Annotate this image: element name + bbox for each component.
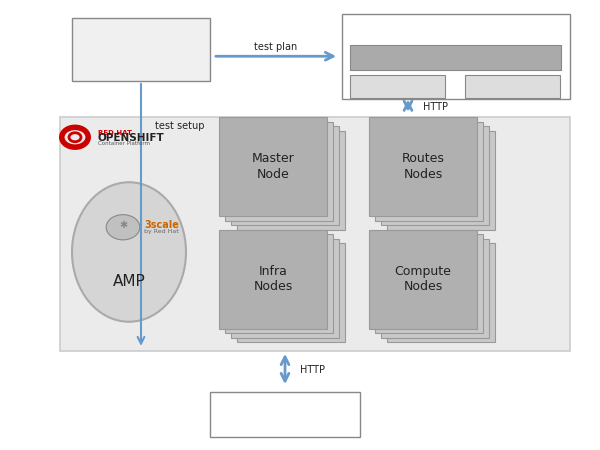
Text: HTTP: HTTP (423, 102, 448, 112)
Bar (369, 230, 477, 328)
Text: Injector
Hyperfoil: Injector Hyperfoil (425, 16, 487, 47)
Bar (369, 117, 477, 216)
Text: Buddhi: Buddhi (119, 48, 163, 60)
Text: test plan: test plan (254, 42, 298, 52)
Bar (375, 234, 483, 333)
Bar (350, 45, 561, 70)
Bar (225, 122, 333, 220)
Text: AMP: AMP (113, 274, 145, 289)
Text: Master
Node: Master Node (251, 153, 295, 180)
Text: Routes
Nodes: Routes Nodes (401, 153, 445, 180)
Bar (219, 117, 327, 216)
Ellipse shape (72, 182, 186, 322)
Bar (387, 243, 495, 342)
Text: controller: controller (429, 52, 482, 63)
Bar (237, 243, 345, 342)
Text: test setup: test setup (155, 121, 204, 131)
Text: Test configurator: Test configurator (100, 26, 182, 36)
Bar (60, 117, 570, 351)
Text: RED HAT: RED HAT (98, 130, 132, 136)
Text: Upstream API: Upstream API (233, 406, 337, 422)
Text: agent: agent (496, 81, 529, 91)
Text: Container Platform: Container Platform (98, 140, 150, 146)
Bar (225, 234, 333, 333)
Bar (375, 122, 483, 220)
Circle shape (106, 215, 140, 240)
Bar (237, 130, 345, 230)
Bar (381, 126, 489, 225)
Text: ✱: ✱ (119, 220, 127, 230)
Bar (465, 75, 560, 98)
Bar (342, 14, 570, 99)
Bar (72, 18, 210, 81)
Bar (231, 126, 339, 225)
Text: Infra
Nodes: Infra Nodes (253, 265, 293, 293)
Text: Compute
Nodes: Compute Nodes (395, 265, 451, 293)
Text: OPENSHIFT: OPENSHIFT (98, 133, 164, 143)
Bar (381, 238, 489, 338)
Bar (219, 230, 327, 328)
Text: 3scale: 3scale (144, 220, 179, 230)
Bar (350, 75, 445, 98)
Text: HTTP: HTTP (300, 365, 325, 375)
Bar (210, 392, 360, 436)
Bar (231, 238, 339, 338)
Text: agent: agent (381, 81, 413, 91)
Text: by Red Hat: by Red Hat (144, 229, 179, 234)
Bar (387, 130, 495, 230)
